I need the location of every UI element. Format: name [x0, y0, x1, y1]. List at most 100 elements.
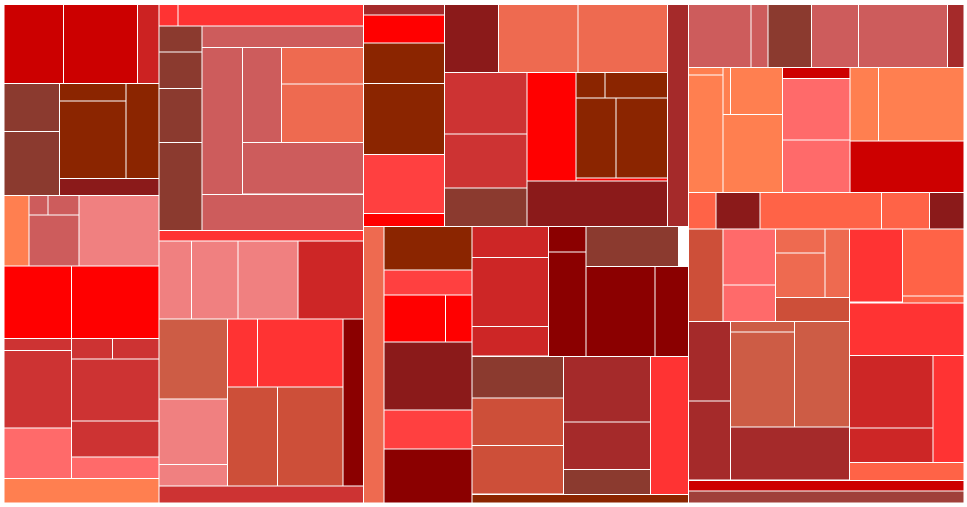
- treemap-cell: [242, 142, 364, 195]
- treemap-cell: [28, 194, 49, 216]
- treemap-cell: [28, 214, 80, 267]
- treemap-cell: [729, 67, 783, 115]
- treemap-cell: [71, 358, 160, 422]
- treemap-cell: [687, 4, 752, 69]
- treemap-cell: [824, 228, 851, 298]
- treemap-cell: [158, 88, 203, 143]
- treemap-cell: [849, 140, 965, 194]
- treemap-cell: [849, 67, 880, 142]
- treemap-cell: [383, 269, 473, 296]
- treemap-cell: [71, 338, 113, 360]
- treemap-cell: [3, 83, 60, 132]
- treemap-group-3: [362, 4, 689, 504]
- treemap-cell: [563, 468, 651, 495]
- treemap-cell: [158, 318, 228, 400]
- treemap-cell: [650, 355, 689, 495]
- treemap-cell: [201, 46, 244, 196]
- treemap-cell: [226, 386, 279, 487]
- treemap-cell: [158, 485, 364, 504]
- treemap-cell: [781, 67, 851, 79]
- treemap-cell: [158, 229, 364, 242]
- treemap-cell: [237, 240, 299, 320]
- treemap-cell: [575, 97, 617, 179]
- treemap-cell: [362, 83, 445, 156]
- treemap-cell: [547, 251, 587, 357]
- treemap-cell: [471, 325, 549, 357]
- treemap-cell: [929, 192, 965, 230]
- treemap-cell: [687, 228, 724, 323]
- treemap-cell: [687, 192, 717, 230]
- treemap-cell: [362, 225, 385, 504]
- treemap-cell: [774, 228, 826, 254]
- treemap-cell: [767, 4, 812, 69]
- treemap-cell: [125, 83, 160, 180]
- treemap-cell: [526, 71, 577, 182]
- treemap-cells: [3, 4, 965, 504]
- treemap-cell: [687, 490, 965, 504]
- treemap-cell: [158, 25, 203, 53]
- treemap-cell: [471, 494, 689, 504]
- treemap-cell: [729, 426, 851, 481]
- treemap-cell: [526, 180, 668, 227]
- treemap-cell: [722, 284, 776, 323]
- treemap-cell: [722, 113, 783, 193]
- treemap-cell: [362, 14, 445, 44]
- treemap-cell: [383, 448, 473, 504]
- treemap-cell: [774, 296, 851, 323]
- treemap-group-2: [158, 4, 364, 504]
- treemap-cell: [201, 194, 364, 231]
- treemap-cell: [383, 294, 447, 343]
- treemap-cell: [3, 130, 60, 196]
- treemap-cell: [158, 51, 203, 89]
- treemap-cell: [257, 318, 344, 388]
- treemap-cell: [242, 46, 282, 143]
- treemap-cell: [63, 4, 138, 85]
- treemap-cell: [781, 77, 851, 141]
- treemap-cell: [750, 4, 769, 69]
- treemap-cell: [158, 240, 192, 320]
- treemap-cell: [794, 321, 851, 428]
- treemap-cell: [687, 321, 731, 402]
- treemap-cell: [547, 225, 587, 253]
- treemap-cell: [849, 354, 934, 429]
- treemap-cell: [585, 266, 656, 358]
- treemap-cell: [667, 4, 689, 227]
- treemap-cell: [563, 355, 651, 423]
- treemap-cell: [362, 154, 445, 214]
- treemap-cell: [471, 225, 549, 258]
- treemap-cell: [849, 461, 965, 481]
- treemap-cell: [190, 240, 239, 320]
- treemap-cell: [687, 400, 731, 481]
- treemap-cell: [445, 294, 473, 343]
- treemap-cell: [383, 341, 473, 411]
- treemap-cell: [471, 355, 565, 399]
- treemap-cell: [878, 67, 965, 142]
- treemap-cell: [362, 212, 445, 227]
- treemap-cell: [383, 409, 473, 450]
- treemap-cell: [136, 4, 160, 85]
- treemap-cell: [881, 192, 931, 230]
- treemap-cell: [687, 74, 724, 193]
- treemap-cell: [3, 427, 72, 479]
- treemap-cell: [687, 480, 965, 492]
- treemap-cell: [604, 71, 668, 99]
- treemap-cell: [471, 445, 565, 495]
- treemap-cell: [810, 4, 859, 69]
- treemap-cell: [471, 257, 549, 327]
- treemap-cell: [3, 4, 64, 85]
- treemap-cell: [575, 71, 606, 99]
- treemap-cell: [615, 97, 668, 179]
- treemap-cell: [277, 386, 344, 487]
- treemap-cell: [158, 464, 228, 487]
- treemap-cell: [383, 225, 473, 271]
- treemap-cell: [585, 225, 679, 268]
- treemap-cell: [59, 100, 127, 180]
- treemap-cell: [3, 338, 72, 352]
- treemap-cell: [280, 46, 364, 85]
- treemap-cell: [158, 142, 203, 231]
- treemap-cell: [722, 67, 731, 115]
- treemap-cell: [3, 478, 160, 504]
- treemap-cell: [577, 4, 668, 73]
- treemap-cell: [59, 178, 160, 196]
